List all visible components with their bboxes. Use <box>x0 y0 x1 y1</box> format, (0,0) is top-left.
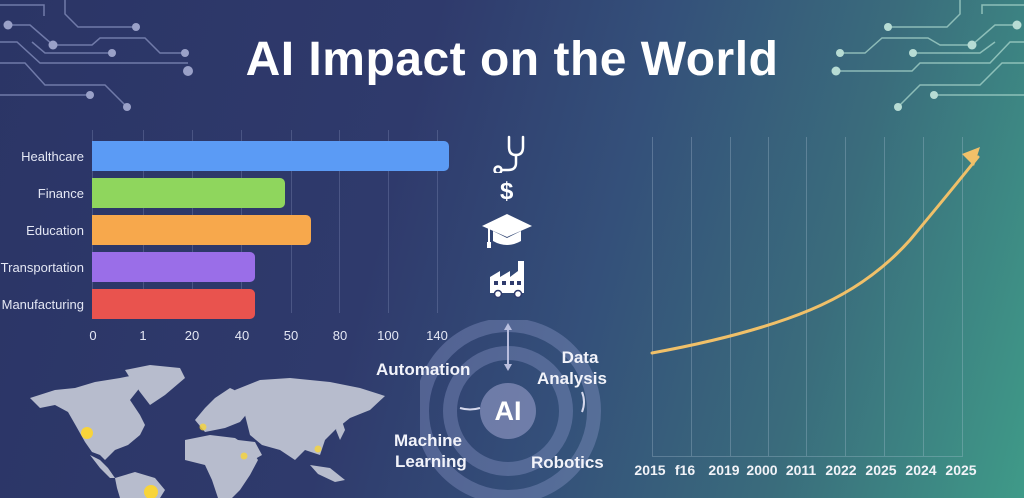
hotspot-europe <box>199 423 207 431</box>
gridline <box>768 137 769 456</box>
hub-label-learning: Learning <box>395 452 467 471</box>
hotspot-south-america <box>144 485 158 498</box>
world-map <box>30 365 385 498</box>
growth-trend-line <box>650 147 980 355</box>
x-tick: 20 <box>184 328 200 343</box>
gridline <box>388 130 389 313</box>
page-title: AI Impact on the World <box>245 33 779 86</box>
factory-icon <box>490 261 524 299</box>
bar-healthcare <box>92 141 449 171</box>
x-tick: 2025 <box>945 462 977 478</box>
x-tick: 0 <box>89 328 97 343</box>
bar-label: Education <box>26 223 84 238</box>
x-tick: f16 <box>674 462 696 478</box>
bar-manufacturing <box>92 289 255 319</box>
bar-label: Transportation <box>0 260 84 275</box>
x-tick: 80 <box>332 328 348 343</box>
gridline <box>845 137 846 456</box>
x-tick: 1 <box>139 328 147 343</box>
hub-label-analysis: Analysis <box>537 369 607 388</box>
ai-hub-diagram: AI <box>420 320 620 498</box>
bar-education <box>92 215 311 245</box>
x-tick: 2000 <box>746 462 778 478</box>
bar-label: Manufacturing <box>1 297 84 312</box>
x-tick: 50 <box>283 328 299 343</box>
hub-label-machine: Machine <box>394 431 463 450</box>
gridline <box>923 137 924 456</box>
hub-label-data: Data <box>561 348 599 367</box>
arrowhead-icon <box>962 147 980 166</box>
circuit-decoration-left <box>0 0 193 111</box>
circuit-decoration-right <box>831 0 1024 111</box>
gridline <box>691 137 692 456</box>
bar-label: Finance <box>37 186 84 201</box>
gridline <box>339 130 340 313</box>
sector-bar-chart: Healthcare Finance Education Transportat… <box>0 130 470 350</box>
hub-label-robotics: Robotics <box>531 453 604 472</box>
x-tick: 2019 <box>708 462 740 478</box>
graduation-cap-icon <box>482 214 532 248</box>
x-tick: 100 <box>377 328 399 343</box>
x-tick: 40 <box>234 328 250 343</box>
stethoscope-icon <box>493 135 525 173</box>
hotspot-east-asia <box>314 445 322 453</box>
gridline <box>652 137 653 456</box>
x-axis-line <box>652 456 963 457</box>
bar-label: Healthcare <box>21 149 84 164</box>
bar-finance <box>92 178 285 208</box>
x-tick: 2024 <box>905 462 937 478</box>
gridline <box>437 130 438 313</box>
hotspot-middle-east <box>240 452 248 460</box>
gridline <box>962 137 963 456</box>
x-tick: 140 <box>426 328 448 343</box>
gridline <box>730 137 731 456</box>
x-tick: 2025 <box>865 462 897 478</box>
bar-transportation <box>92 252 255 282</box>
gridline <box>884 137 885 456</box>
ai-center-label: AI <box>494 396 522 426</box>
x-tick: 2011 <box>785 462 817 478</box>
hub-label-automation: Automation <box>376 360 471 379</box>
x-tick: 2022 <box>825 462 857 478</box>
dollar-icon: $ <box>500 178 514 205</box>
gridline <box>806 137 807 456</box>
x-tick: 2015 <box>634 462 666 478</box>
hotspot-north-america <box>81 427 93 439</box>
